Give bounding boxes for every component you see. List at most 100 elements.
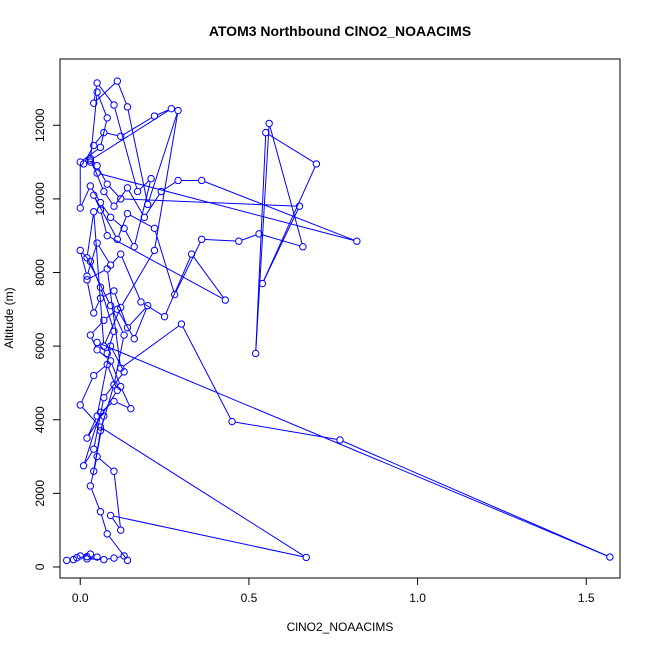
data-point [84, 435, 90, 441]
series-line-segment [114, 474, 120, 527]
data-point [77, 402, 83, 408]
data-point [236, 238, 242, 244]
series-line-segment [135, 182, 150, 244]
data-point [114, 78, 120, 84]
series-line-segment [115, 108, 137, 188]
series-line-segment [94, 215, 104, 343]
x-tick-label: 0.5 [241, 591, 258, 605]
series-line-segment [119, 84, 127, 104]
series-line-segment [88, 283, 93, 310]
series-line-segment [269, 134, 314, 162]
data-point [94, 89, 100, 95]
data-point [188, 251, 194, 257]
data-point [128, 405, 134, 411]
series-line-segment [155, 231, 173, 291]
data-point [124, 557, 130, 563]
data-point [107, 302, 113, 308]
y-tick-label: 10000 [33, 182, 47, 216]
x-tick-label: 1.0 [409, 591, 426, 605]
y-tick-label: 0 [33, 563, 47, 570]
data-point [118, 251, 124, 257]
data-point [198, 236, 204, 242]
series-line-segment [343, 441, 607, 556]
data-point [111, 398, 117, 404]
series-line-segment [82, 189, 89, 205]
data-point [94, 339, 100, 345]
series-line-segment [149, 114, 177, 202]
data-point [87, 332, 93, 338]
data-point [94, 347, 100, 353]
data-point [178, 321, 184, 327]
series-line-segment [107, 133, 118, 135]
series-line-segment [100, 459, 112, 470]
series-line-segment [114, 516, 303, 557]
data-point [151, 113, 157, 119]
data-point [124, 104, 130, 110]
series-line-segment [103, 429, 303, 556]
data-point [64, 557, 70, 563]
data-point [337, 437, 343, 443]
data-point [354, 238, 360, 244]
series-line-segment [88, 419, 95, 435]
data-point [131, 244, 137, 250]
plot-frame [60, 59, 620, 578]
data-point [303, 554, 309, 560]
series-line-segment [106, 194, 112, 203]
data-point [111, 102, 117, 108]
series-line-segment [113, 219, 122, 226]
data-point [104, 531, 110, 537]
series-line-segment [92, 489, 100, 509]
y-axis-label: Altitude (m) [2, 287, 16, 348]
data-point [124, 210, 130, 216]
series-line-segment [82, 378, 93, 402]
y-tick-label: 4000 [33, 406, 47, 433]
y-tick-label: 6000 [33, 332, 47, 359]
data-point [151, 247, 157, 253]
series-line-segment [112, 518, 118, 527]
series-line-segment [119, 217, 127, 237]
series-line-segment [146, 194, 159, 214]
data-point [145, 201, 151, 207]
data-point [111, 288, 117, 294]
data-point [101, 394, 107, 400]
series-line-segment [117, 403, 128, 408]
data-point [80, 463, 86, 469]
series-line-segment [96, 135, 102, 143]
series-layer [64, 78, 614, 564]
series-line-segment [122, 253, 152, 305]
data-point [91, 310, 97, 316]
data-point [161, 313, 167, 319]
data-point [94, 163, 100, 169]
data-point [229, 418, 235, 424]
data-point [607, 554, 613, 560]
data-point [97, 199, 103, 205]
series-line-segment [101, 121, 106, 144]
data-point [263, 129, 269, 135]
series-line-segment [113, 256, 119, 262]
series-line-segment [109, 187, 118, 197]
data-point [107, 214, 113, 220]
data-point [87, 183, 93, 189]
x-axis-label: ClNO2_NOAACIMS [287, 620, 394, 634]
series-line-segment [183, 327, 231, 419]
series-line-segment [107, 559, 111, 560]
data-point [91, 372, 97, 378]
data-point [141, 214, 147, 220]
series-line-segment [264, 209, 298, 281]
series-line-segment [85, 415, 100, 462]
series-line-segment [93, 323, 102, 333]
data-point [104, 232, 110, 238]
y-tick-label: 8000 [33, 259, 47, 286]
data-point [138, 299, 144, 305]
data-point [121, 332, 127, 338]
chart-title: ATOM3 Northbound ClNO2_NOAACIMS [209, 23, 471, 39]
data-point [134, 188, 140, 194]
series-line-segment [205, 240, 236, 242]
y-tick-label: 2000 [33, 480, 47, 507]
data-point [151, 225, 157, 231]
data-point [111, 203, 117, 209]
data-point [77, 205, 83, 211]
